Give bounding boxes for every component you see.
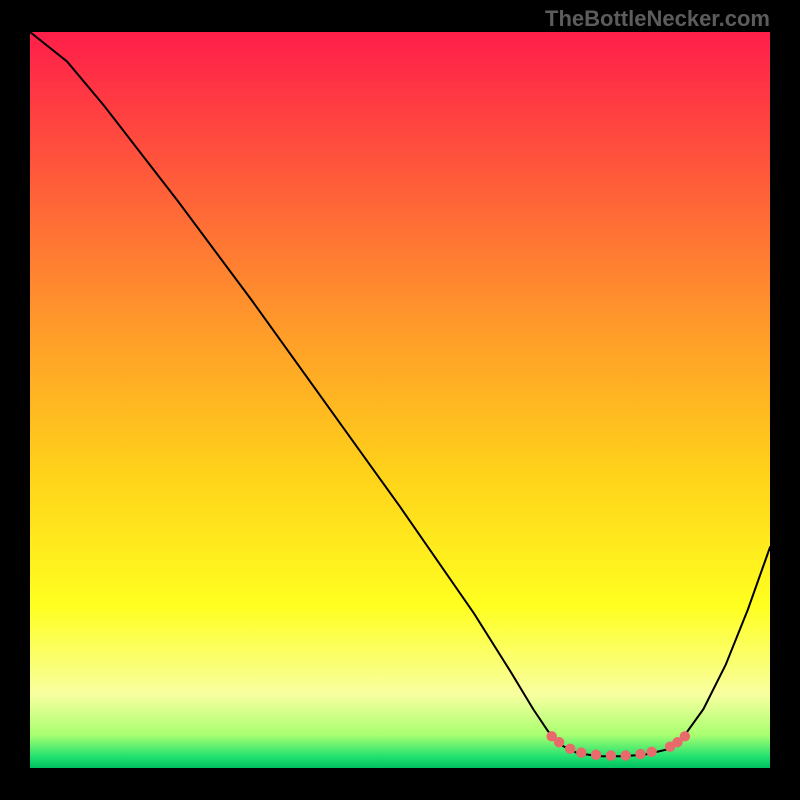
marker-point — [554, 737, 564, 747]
marker-point — [576, 747, 586, 757]
marker-point — [621, 750, 631, 760]
watermark-text: TheBottleNecker.com — [545, 6, 770, 32]
marker-point — [565, 744, 575, 754]
marker-point — [591, 750, 601, 760]
marker-point — [646, 747, 656, 757]
chart-root: TheBottleNecker.com — [0, 0, 800, 800]
bottleneck-chart — [30, 32, 770, 768]
marker-point — [635, 749, 645, 759]
marker-point — [680, 731, 690, 741]
gradient-background — [30, 32, 770, 768]
marker-point — [606, 750, 616, 760]
